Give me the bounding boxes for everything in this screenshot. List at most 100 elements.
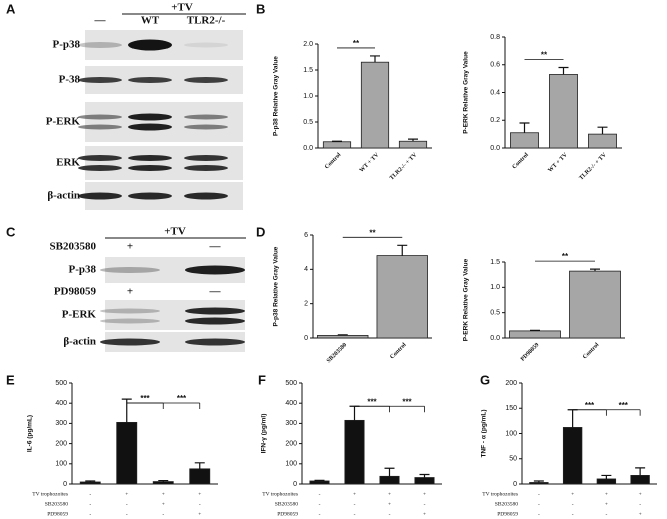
error-bar	[337, 334, 348, 336]
y-tick-label: 1.5	[303, 67, 313, 74]
blot-band	[78, 42, 122, 48]
blot-band	[78, 155, 122, 161]
significance-bracket	[354, 405, 425, 413]
factor-sign: -	[319, 511, 321, 517]
error-bar	[635, 467, 646, 476]
blot-band	[100, 308, 160, 314]
factor-label: SB203580	[45, 501, 68, 507]
blot-row-label: P-ERK	[62, 309, 97, 321]
y-tick-label: 0	[513, 481, 517, 488]
factor-sign: +	[639, 511, 642, 517]
blot-row-label: P-p38	[53, 39, 81, 51]
blot-band	[184, 42, 228, 48]
x-tick-label: Control	[582, 342, 601, 361]
bar	[630, 475, 650, 485]
factor-label: PD98059	[47, 511, 68, 517]
significance-bracket	[572, 409, 607, 416]
blot-band	[185, 317, 245, 325]
factor-sign: -	[538, 501, 540, 507]
blot-strip	[105, 300, 245, 330]
y-tick-label: 400	[285, 400, 297, 407]
blot-band	[184, 114, 228, 120]
blot-row-label: P-38	[59, 74, 81, 86]
y-axis-label: P-ERK Relative Gray Value	[463, 51, 470, 134]
bar	[398, 140, 428, 149]
significance-label: **	[353, 39, 360, 48]
blot-band	[78, 124, 122, 130]
error-bar	[519, 122, 530, 133]
treatment-label: SB203580	[50, 241, 97, 253]
blot-band	[128, 39, 172, 51]
bar	[596, 478, 617, 485]
factor-sign: -	[199, 501, 201, 507]
error-bar	[194, 462, 205, 469]
y-tick-label: 500	[55, 380, 67, 387]
factor-sign: -	[538, 491, 540, 497]
y-tick-label: 500	[285, 380, 297, 387]
y-tick-label: 0.0	[490, 335, 500, 342]
blot-band	[185, 265, 245, 275]
y-tick-label: 200	[55, 440, 67, 447]
factor-sign: -	[162, 511, 164, 517]
x-tick-label: TLR2-/- + TV	[389, 152, 419, 182]
blot-row-label: β-actin	[63, 336, 96, 348]
blot-strip	[85, 102, 243, 142]
factor-sign: -	[639, 501, 641, 507]
bar	[152, 481, 174, 485]
factor-sign: -	[89, 491, 91, 497]
y-tick-label: 0.5	[303, 119, 313, 126]
significance-label: ***	[402, 397, 412, 406]
y-axis-label: P-ERK Relative Gray Value	[463, 258, 470, 341]
factor-sign: +	[198, 491, 201, 497]
significance-label: ***	[140, 394, 150, 403]
y-tick-label: 1.0	[303, 93, 313, 100]
x-tick-label: Control	[324, 152, 343, 171]
panel-letter: G	[480, 372, 490, 387]
bar	[414, 477, 435, 485]
blot-band	[184, 124, 228, 130]
error-bar	[370, 55, 380, 63]
blot-band	[100, 338, 160, 346]
treatment-sign: +	[127, 286, 133, 298]
blot-band	[128, 113, 172, 121]
error-bar	[530, 329, 540, 331]
blot-band	[100, 267, 160, 273]
y-tick-label: 0.6	[490, 62, 500, 69]
factor-sign: +	[388, 501, 391, 507]
factor-sign: -	[354, 501, 356, 507]
bar	[317, 335, 369, 339]
factor-sign: +	[423, 511, 426, 517]
bar	[322, 141, 352, 149]
factor-sign: -	[319, 491, 321, 497]
blot-header: +TV	[164, 226, 186, 238]
blot-band	[184, 77, 228, 83]
bar	[562, 427, 583, 485]
factor-sign: +	[423, 491, 426, 497]
factor-sign: -	[538, 511, 540, 517]
error-bar	[85, 480, 96, 482]
y-tick-label: 6	[304, 232, 308, 239]
factor-label: PD98059	[497, 511, 518, 517]
factor-sign: -	[605, 511, 607, 517]
error-bar	[558, 66, 569, 75]
y-tick-label: 100	[55, 461, 67, 468]
y-tick-label: 0.5	[490, 310, 500, 317]
panel-letter: B	[256, 1, 265, 16]
blot-band	[78, 77, 122, 83]
factor-sign: -	[354, 511, 356, 517]
error-bar	[601, 474, 612, 479]
bar	[344, 419, 365, 485]
treatment-label: PD98059	[54, 286, 97, 298]
panel-letter: F	[258, 372, 266, 387]
y-tick-label: 0.0	[490, 145, 500, 152]
bar	[116, 421, 138, 485]
y-tick-label: 200	[505, 380, 517, 387]
y-axis-label: IFN-γ (pg/ml)	[261, 414, 268, 454]
bar	[549, 74, 578, 149]
factor-sign: -	[572, 501, 574, 507]
blot-row-label: P-p38	[69, 264, 97, 276]
y-tick-label: 0.8	[490, 34, 500, 41]
significance-label: ***	[177, 394, 187, 403]
y-tick-label: 0.0	[303, 145, 313, 152]
